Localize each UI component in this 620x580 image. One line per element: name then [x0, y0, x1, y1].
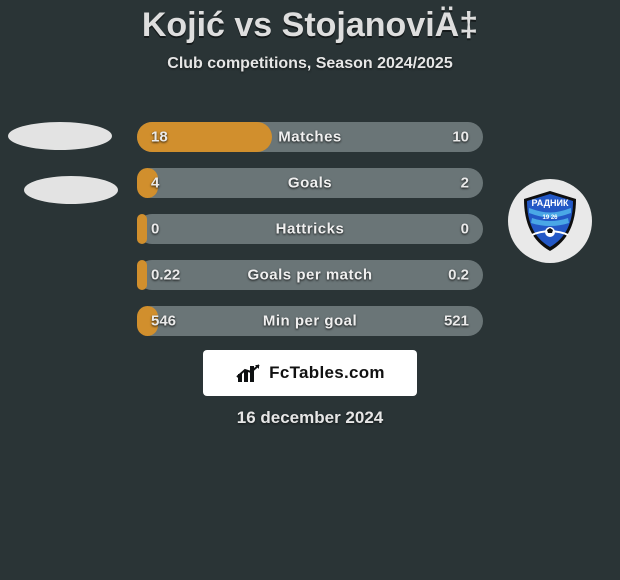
stat-row: Min per goal546 521 — [137, 306, 483, 336]
stat-row: Matches18 10 — [137, 122, 483, 152]
infographic-date: 16 december 2024 — [0, 408, 620, 428]
stat-row-label: Goals — [137, 175, 483, 192]
stat-row-left-value: 4 — [151, 175, 159, 192]
stat-rows-area: Matches18 10 Goals4 2 Hattricks0 0 Goals per m… — [0, 122, 620, 352]
stat-row-left-value: 18 — [151, 129, 168, 146]
stat-row-right-value: 0.2 — [448, 267, 469, 284]
comparison-infographic: Kojić vs StojanoviÄ‡ Club competitions, … — [0, 0, 620, 580]
stat-row: Goals per match0.22 0.2 — [137, 260, 483, 290]
stat-row-label: Min per goal — [137, 313, 483, 330]
stat-row-label: Matches — [137, 129, 483, 146]
stat-row-label: Goals per match — [137, 267, 483, 284]
fctables-label: FcTables.com — [269, 363, 385, 383]
stat-row-label: Hattricks — [137, 221, 483, 238]
subtitle: Club competitions, Season 2024/2025 — [0, 55, 620, 73]
fctables-badge: FcTables.com — [203, 350, 417, 396]
stat-row-right-value: 521 — [444, 313, 469, 330]
stat-row-right-value: 2 — [461, 175, 469, 192]
bar-chart-icon — [235, 362, 263, 384]
stat-row: Goals4 2 — [137, 168, 483, 198]
stat-row-left-value: 0 — [151, 221, 159, 238]
stat-row-left-value: 546 — [151, 313, 176, 330]
stat-row-right-value: 10 — [452, 129, 469, 146]
fctables-inner: FcTables.com — [203, 350, 417, 396]
stat-row: Hattricks0 0 — [137, 214, 483, 244]
stat-row-left-value: 0.22 — [151, 267, 180, 284]
page-title: Kojić vs StojanoviÄ‡ — [0, 0, 620, 45]
stat-row-right-value: 0 — [461, 221, 469, 238]
